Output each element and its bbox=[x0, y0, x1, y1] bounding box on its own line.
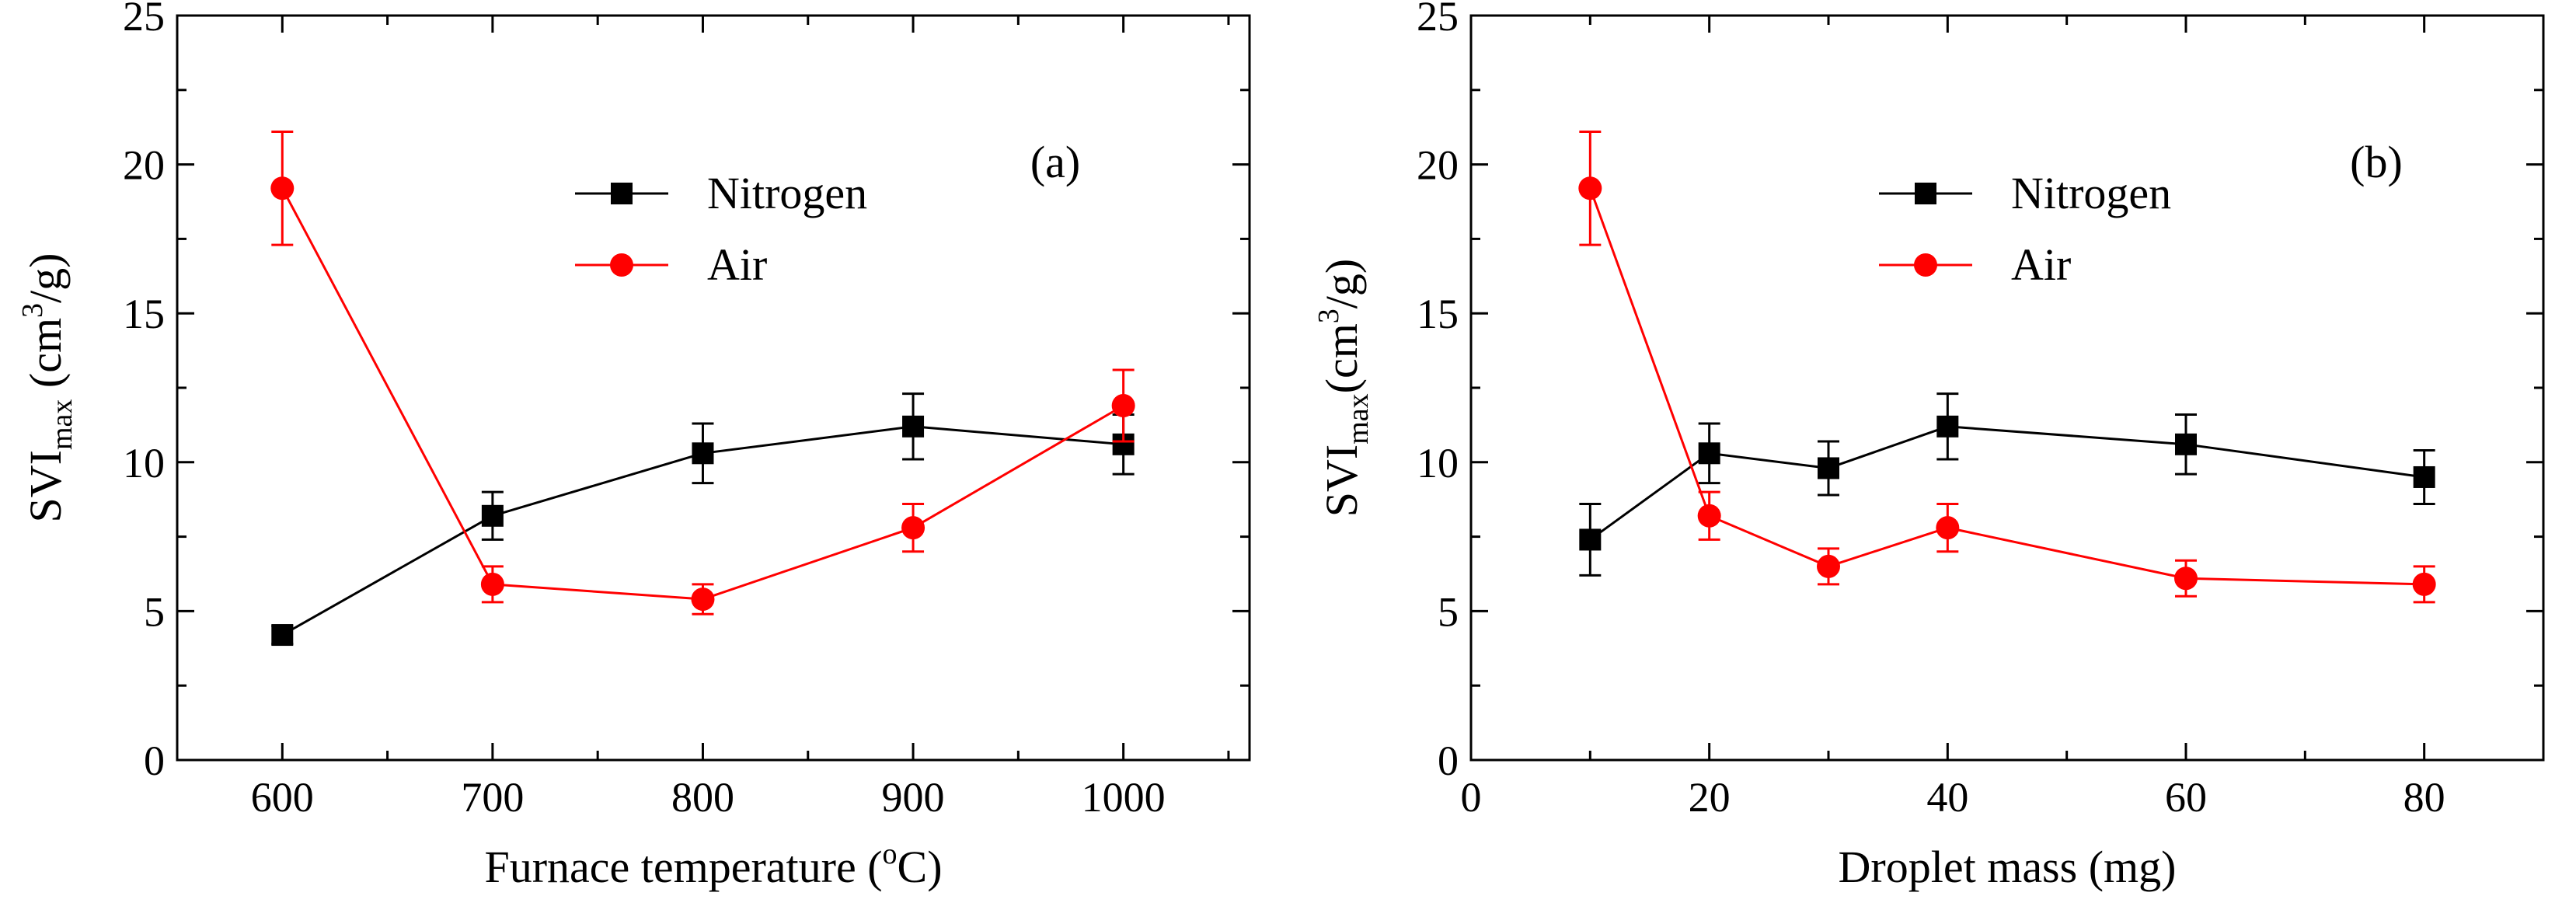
x-tick-label: 800 bbox=[671, 774, 734, 821]
y-tick-label: 5 bbox=[1438, 588, 1459, 635]
y-tick-label: 5 bbox=[144, 588, 165, 635]
data-point-air bbox=[480, 572, 504, 596]
data-point-nitrogen bbox=[1579, 528, 1602, 551]
data-point-nitrogen bbox=[1818, 457, 1839, 479]
data-point-air bbox=[691, 587, 715, 612]
panel-label: (b) bbox=[2350, 137, 2403, 187]
y-axis-title-mid: (cm bbox=[20, 318, 71, 399]
data-point-nitrogen bbox=[1936, 415, 1959, 438]
y-tick-label: 25 bbox=[123, 0, 165, 40]
data-point-air bbox=[2412, 572, 2436, 596]
panel-label: (a) bbox=[1030, 137, 1080, 187]
x-tick-label: 700 bbox=[461, 774, 524, 821]
x-axis-title: Droplet mass (mg) bbox=[1839, 842, 2177, 892]
data-point-nitrogen bbox=[902, 415, 925, 438]
chart-panel-b: 0 5 10 15 20 25 0 20 40 60 80 Droplet mass (mg) SVIm… bbox=[1312, 0, 2545, 892]
y-tick-label: 10 bbox=[123, 440, 165, 486]
data-point-nitrogen bbox=[692, 442, 714, 465]
y-tick-label: 15 bbox=[123, 291, 165, 337]
data-point-nitrogen bbox=[271, 624, 294, 647]
y-tick-label: 0 bbox=[144, 737, 165, 784]
legend-label-air: Air bbox=[2011, 239, 2071, 290]
data-point-air bbox=[2174, 567, 2198, 591]
plot-frame bbox=[176, 14, 1251, 762]
legend-marker-air bbox=[1914, 253, 1937, 277]
data-point-air bbox=[1936, 516, 1960, 540]
legend-marker-nitrogen bbox=[1915, 183, 1936, 204]
x-tick-label: 80 bbox=[2403, 774, 2445, 821]
y-axis-title-base: SVI bbox=[20, 450, 71, 522]
x-tick-label: 1000 bbox=[1082, 774, 1166, 821]
y-tick-label: 20 bbox=[123, 142, 165, 189]
x-axis-title: Furnace temperature (oC) bbox=[484, 838, 942, 892]
x-tick-label: 900 bbox=[882, 774, 945, 821]
x-tick-label: 60 bbox=[2165, 774, 2207, 821]
series-line-air bbox=[281, 187, 1124, 601]
y-axis-title-suffix: /g) bbox=[1316, 259, 1367, 309]
y-axis-title: SVImax(cm3/g) bbox=[1312, 259, 1375, 518]
x-tick-label: 20 bbox=[1689, 774, 1731, 821]
y-axis-title-base: SVI bbox=[1316, 445, 1367, 517]
data-point-air bbox=[901, 516, 925, 540]
y-tick-label: 25 bbox=[1417, 0, 1459, 40]
data-point-nitrogen bbox=[1698, 442, 1720, 465]
x-axis-title-text: Droplet mass (mg) bbox=[1839, 842, 2177, 892]
y-axis-title-sup: 3 bbox=[1312, 309, 1345, 323]
x-axis-title-suffix: C) bbox=[898, 842, 943, 892]
data-point-nitrogen bbox=[481, 504, 504, 527]
data-point-nitrogen bbox=[2175, 433, 2197, 455]
y-tick-label: 0 bbox=[1438, 737, 1459, 784]
y-tick-label: 20 bbox=[1417, 142, 1459, 189]
data-point-air bbox=[270, 176, 295, 200]
legend-marker-air bbox=[610, 253, 633, 277]
x-tick-label: 0 bbox=[1461, 774, 1482, 821]
data-point-nitrogen bbox=[2413, 465, 2435, 488]
series-line-nitrogen bbox=[1589, 425, 2424, 541]
y-axis-title-mid: (cm bbox=[1316, 323, 1367, 393]
legend-marker-nitrogen bbox=[611, 183, 633, 204]
x-axis-title-sup: o bbox=[883, 838, 898, 870]
series-line-air bbox=[1588, 187, 2424, 586]
legend-label-nitrogen: Nitrogen bbox=[2011, 168, 2171, 218]
chart-panel-a: 0 5 10 15 20 25 600 700 800 900 1000 Furnace temper… bbox=[16, 0, 1251, 892]
data-point-air bbox=[1697, 504, 1721, 528]
x-tick-label: 600 bbox=[251, 774, 314, 821]
y-axis-title-sub: max bbox=[1342, 393, 1375, 444]
y-axis-title-suffix: /g) bbox=[20, 253, 71, 302]
y-axis-title-sub: max bbox=[46, 399, 78, 450]
data-point-air bbox=[1111, 393, 1135, 417]
data-point-air bbox=[1578, 176, 1602, 200]
x-tick-label: 40 bbox=[1926, 774, 1968, 821]
plot-frame bbox=[1469, 14, 2545, 762]
y-tick-label: 10 bbox=[1417, 440, 1459, 486]
legend-label-air: Air bbox=[707, 239, 767, 290]
y-axis-title-sup: 3 bbox=[16, 303, 49, 318]
data-point-air bbox=[1817, 554, 1840, 578]
y-tick-label: 15 bbox=[1417, 291, 1459, 337]
x-axis-title-text: Furnace temperature ( bbox=[484, 842, 882, 892]
legend-label-nitrogen: Nitrogen bbox=[707, 168, 867, 218]
y-axis-title: SVImax (cm3/g) bbox=[16, 253, 78, 522]
